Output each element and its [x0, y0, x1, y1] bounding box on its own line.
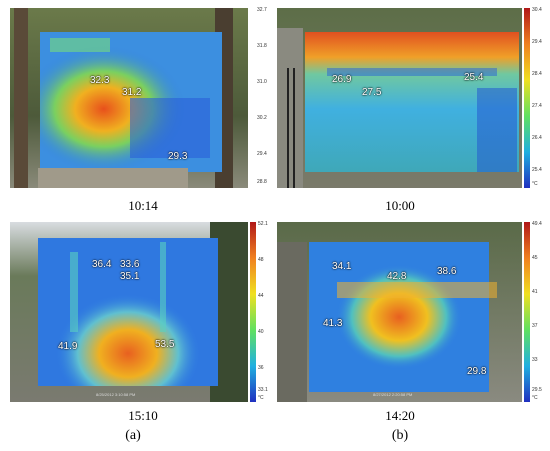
subfigure-label-b: (b)	[391, 428, 409, 443]
temp-reading: 27.5	[362, 87, 382, 98]
temp-reading: 35.1	[120, 271, 140, 282]
thermal-photo-top-right	[277, 8, 522, 188]
scale-tick: 31.8	[257, 43, 267, 49]
temp-reading: 36.4	[92, 259, 112, 270]
scale-tick: 29.4	[257, 151, 267, 157]
scale-tick: 29.5	[532, 387, 542, 393]
colorbar-bottom-left	[250, 222, 256, 402]
temp-reading: 31.2	[122, 87, 142, 98]
scale-tick: 32.7	[257, 7, 267, 13]
scale-tick: 41	[532, 289, 538, 295]
colorbar-bottom-right	[524, 222, 530, 402]
scale-tick: 26.4	[532, 135, 542, 141]
temp-reading: 33.6	[120, 259, 140, 270]
colorbar-top-right	[524, 8, 530, 188]
time-label-bottom-left: 15:10	[128, 408, 158, 423]
thermal-image-top-left: 32.3 31.2 29.3	[10, 8, 248, 188]
scale-tick: 33.1	[258, 387, 268, 393]
thermal-image-bottom-left: 36.4 33.6 35.1 41.9 53.5 8/25/2012 3:10:…	[10, 222, 248, 402]
time-label-top-left: 10:14	[128, 198, 158, 213]
temp-reading: 41.3	[323, 318, 343, 329]
scale-tick: 48	[258, 257, 264, 263]
timestamp-overlay: 8/27/2012 2:20:58 PM	[373, 392, 413, 397]
colorbar-ticks-top-left: 32.7 31.8 31.0 30.2 29.4 28.8	[257, 8, 279, 188]
temp-reading: 53.5	[155, 339, 175, 350]
thermal-photo-bottom-left	[10, 222, 248, 402]
scale-tick: 45	[532, 255, 538, 261]
temp-reading: 26.9	[332, 74, 352, 85]
scale-tick: 40	[258, 329, 264, 335]
temp-reading: 25.4	[464, 72, 484, 83]
thermal-photo-bottom-right	[277, 222, 522, 402]
scale-tick: 27.4	[532, 103, 542, 109]
scale-tick: 36	[258, 365, 264, 371]
scale-tick: 52.1	[258, 221, 268, 227]
scale-unit: °C	[258, 395, 264, 401]
scale-tick: 25.4	[532, 167, 542, 173]
scale-tick: 33	[532, 357, 538, 363]
scale-tick: 28.4	[532, 71, 542, 77]
scale-tick: 37	[532, 323, 538, 329]
scale-tick: 30.4	[532, 7, 542, 13]
scale-tick: 29.4	[532, 39, 542, 45]
scale-tick: 49.4	[532, 221, 542, 227]
colorbar-ticks-top-right: 30.4 29.4 28.4 27.4 26.4 25.4 °C	[532, 8, 550, 188]
time-label-top-right: 10:00	[385, 198, 415, 213]
time-label-bottom-right: 14:20	[385, 408, 415, 423]
thermal-photo-top-left	[10, 8, 248, 188]
temp-reading: 41.9	[58, 341, 78, 352]
subfigure-label-a: (a)	[125, 428, 141, 443]
scale-tick: 30.2	[257, 115, 267, 121]
colorbar-ticks-bottom-left: 52.1 48 44 40 36 33.1 °C	[258, 222, 280, 402]
timestamp-overlay: 8/25/2012 3:10:58 PM	[96, 392, 136, 397]
colorbar-ticks-bottom-right: 49.4 45 41 37 33 29.5 °C	[532, 222, 550, 402]
thermal-image-bottom-right: 34.1 42.8 38.6 41.3 29.8 8/27/2012 2:20:…	[277, 222, 522, 402]
temp-reading: 29.3	[168, 151, 188, 162]
scale-tick: 44	[258, 293, 264, 299]
scale-unit: °C	[532, 395, 538, 401]
thermal-image-top-right: 26.9 27.5 25.4	[277, 8, 522, 188]
scale-tick: 28.8	[257, 179, 267, 185]
temp-reading: 32.3	[90, 75, 110, 86]
temp-reading: 29.8	[467, 366, 487, 377]
temp-reading: 38.6	[437, 266, 457, 277]
scale-tick: 31.0	[257, 79, 267, 85]
scale-unit: °C	[532, 181, 538, 187]
temp-reading: 42.8	[387, 271, 407, 282]
temp-reading: 34.1	[332, 261, 352, 272]
